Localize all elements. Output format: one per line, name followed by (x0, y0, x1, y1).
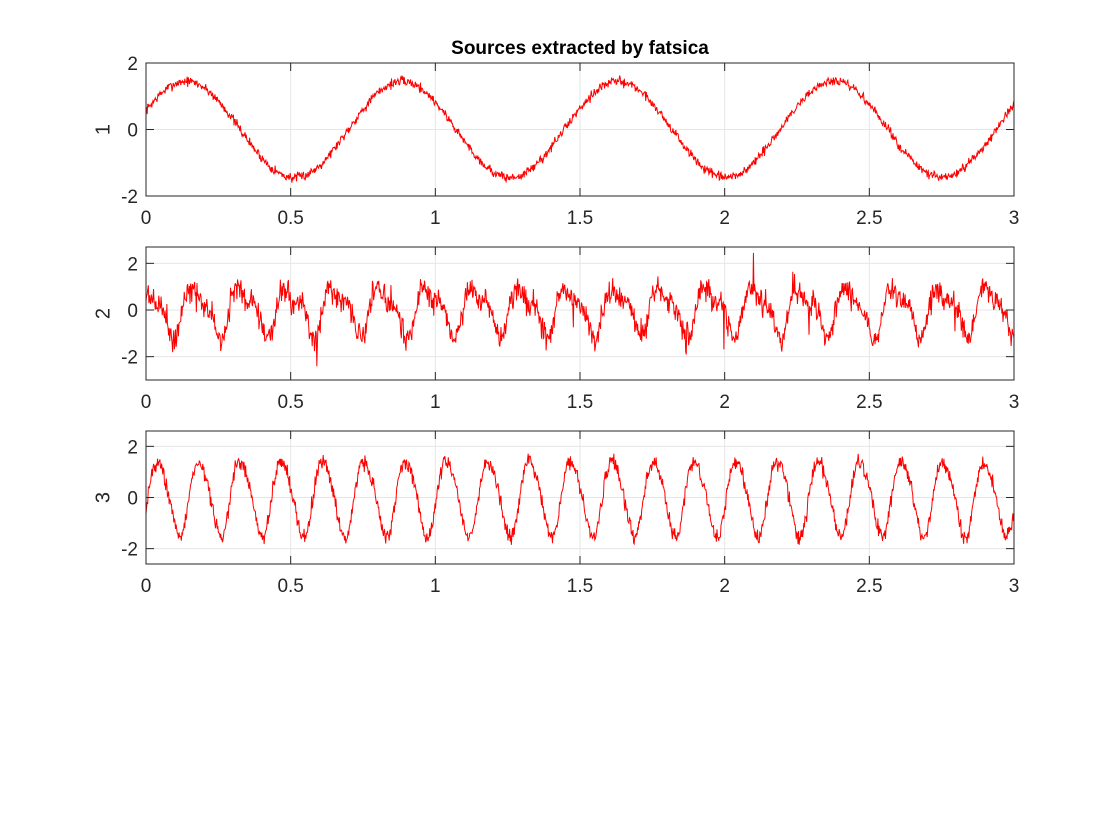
x-tick-label: 3 (1009, 576, 1020, 597)
x-tick-label: 1.5 (567, 392, 593, 413)
y-tick-label: -2 (121, 540, 138, 561)
x-tick-label: 2 (719, 208, 730, 229)
y-tick-label: 2 (127, 254, 138, 275)
y-tick-label: 2 (127, 437, 138, 458)
y-tick-label: 0 (127, 121, 138, 142)
y-tick-label: 0 (127, 301, 138, 322)
x-tick-label: 1 (430, 208, 441, 229)
x-tick-label: 0 (141, 576, 152, 597)
y-axis-label: 2 (92, 308, 114, 319)
y-tick-label: -2 (121, 187, 138, 208)
x-tick-label: 3 (1009, 392, 1020, 413)
figure-title: Sources extracted by fatsica (451, 38, 709, 59)
x-tick-label: 2.5 (856, 576, 882, 597)
y-tick-label: 0 (127, 489, 138, 510)
x-tick-label: 1.5 (567, 576, 593, 597)
y-axis-label: 1 (92, 124, 114, 135)
x-tick-label: 2.5 (856, 392, 882, 413)
x-tick-label: 1.5 (567, 208, 593, 229)
x-tick-label: 3 (1009, 208, 1020, 229)
x-tick-label: 0.5 (277, 392, 303, 413)
y-axis-label: 3 (92, 492, 114, 503)
x-tick-label: 2 (719, 576, 730, 597)
x-tick-label: 2 (719, 392, 730, 413)
x-tick-label: 1 (430, 392, 441, 413)
series-line-2 (146, 252, 1014, 367)
series-line-1 (146, 75, 1014, 183)
x-tick-label: 2.5 (856, 208, 882, 229)
x-tick-label: 0 (141, 392, 152, 413)
y-tick-label: 2 (127, 54, 138, 75)
x-tick-label: 0.5 (277, 208, 303, 229)
subplot-2: 0 0.5 1 1.5 2 2.5 3 -2 0 2 2 (92, 246, 1020, 413)
y-tick-label: -2 (121, 348, 138, 369)
x-tick-label: 0.5 (277, 576, 303, 597)
x-tick-label: 0 (141, 208, 152, 229)
x-tick-label: 1 (430, 576, 441, 597)
series-line-3 (146, 453, 1014, 546)
